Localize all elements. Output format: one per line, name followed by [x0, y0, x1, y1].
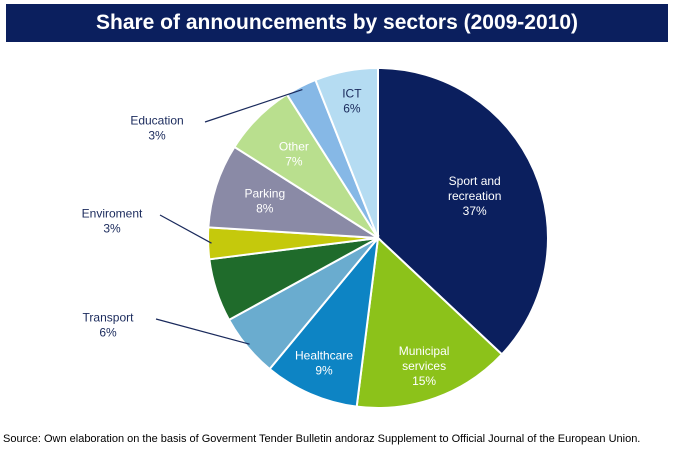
slice-label-transport: Transport 6%	[83, 311, 135, 340]
pie-slice-sport-and-recreation	[377, 66, 549, 356]
leader-line-enviroment	[159, 214, 212, 244]
slice-label-municipal-services: Municipal services 15%	[399, 344, 450, 388]
source-note: Source: Own elaboration on the basis of …	[3, 433, 641, 445]
leader-line-transport	[155, 318, 250, 345]
chart-title-bar: Share of announcements by sectors (2009-…	[6, 4, 668, 42]
slice-label-ict: ICT 6%	[342, 87, 362, 116]
slice-label-healthcare: Healthcare 9%	[295, 348, 353, 377]
pie-slice-ict	[314, 66, 379, 239]
slice-label-parking: Parking 8%	[244, 187, 285, 216]
slice-label-enviroment: Enviroment 3%	[82, 207, 143, 236]
slice-label-education: Education 3%	[130, 114, 183, 143]
slice-label-other: Other 7%	[279, 139, 309, 168]
chart-title: Share of announcements by sectors (2009-…	[95, 11, 578, 34]
pie-slice-municipal-services	[355, 235, 504, 409]
leader-line-education	[204, 89, 303, 123]
slice-label-sport-and-recreation: Sport and recreation 37%	[448, 174, 501, 218]
pie-slice-healthcare	[268, 234, 380, 408]
